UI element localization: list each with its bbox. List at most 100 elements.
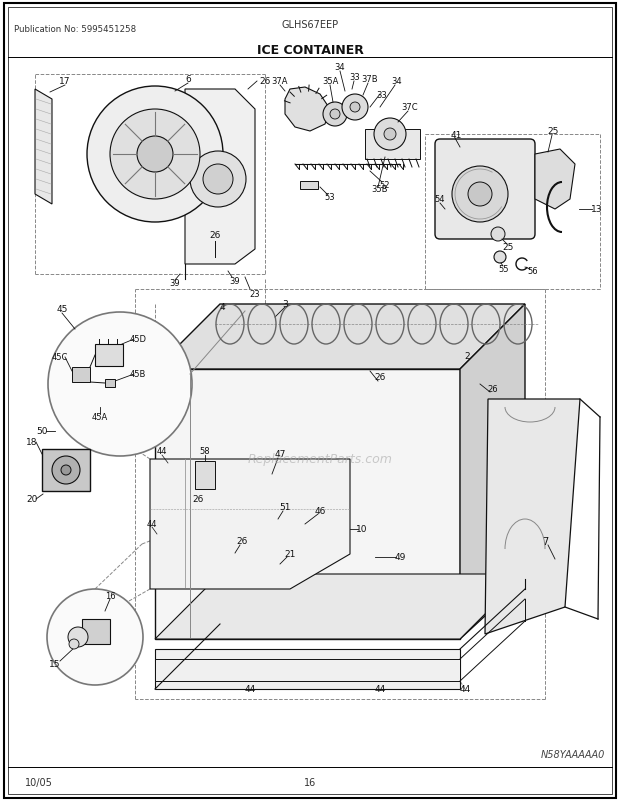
Circle shape bbox=[48, 313, 192, 456]
Text: 46: 46 bbox=[314, 507, 326, 516]
Bar bbox=[82, 619, 110, 644]
Polygon shape bbox=[155, 370, 460, 639]
Circle shape bbox=[52, 456, 80, 484]
Text: 55: 55 bbox=[498, 265, 509, 274]
Text: 20: 20 bbox=[26, 495, 38, 504]
Polygon shape bbox=[155, 574, 525, 639]
Text: 49: 49 bbox=[394, 553, 405, 561]
Circle shape bbox=[374, 119, 406, 151]
Text: 35A: 35A bbox=[322, 78, 338, 87]
Circle shape bbox=[110, 110, 200, 200]
Text: 26: 26 bbox=[259, 78, 271, 87]
Text: 16: 16 bbox=[105, 592, 115, 601]
Text: 10: 10 bbox=[356, 525, 368, 534]
FancyBboxPatch shape bbox=[435, 140, 535, 240]
Text: 17: 17 bbox=[60, 78, 71, 87]
Bar bbox=[195, 461, 215, 489]
Polygon shape bbox=[185, 90, 255, 265]
Polygon shape bbox=[155, 649, 460, 689]
Polygon shape bbox=[285, 88, 330, 132]
Circle shape bbox=[350, 103, 360, 113]
Circle shape bbox=[87, 87, 223, 223]
Text: Publication No: 5995451258: Publication No: 5995451258 bbox=[14, 26, 136, 34]
Text: 45A: 45A bbox=[92, 413, 108, 422]
Polygon shape bbox=[460, 305, 525, 639]
Circle shape bbox=[468, 183, 492, 207]
Text: 45: 45 bbox=[56, 305, 68, 314]
Text: 44: 44 bbox=[147, 520, 157, 529]
Polygon shape bbox=[155, 305, 525, 370]
Circle shape bbox=[68, 627, 88, 647]
Text: 58: 58 bbox=[200, 447, 210, 456]
Text: 25: 25 bbox=[547, 128, 559, 136]
Circle shape bbox=[61, 465, 71, 476]
Text: 2: 2 bbox=[464, 352, 470, 361]
Text: 45B: 45B bbox=[130, 370, 146, 379]
Text: ICE CONTAINER: ICE CONTAINER bbox=[257, 43, 363, 56]
Text: 26: 26 bbox=[192, 495, 204, 504]
Circle shape bbox=[323, 103, 347, 127]
Text: 45D: 45D bbox=[130, 335, 146, 344]
Text: 25: 25 bbox=[502, 243, 514, 252]
Circle shape bbox=[137, 137, 173, 172]
Bar bbox=[300, 182, 318, 190]
Circle shape bbox=[494, 252, 506, 264]
Circle shape bbox=[384, 129, 396, 141]
Text: 4: 4 bbox=[219, 303, 225, 312]
Circle shape bbox=[491, 228, 505, 241]
Text: 50: 50 bbox=[36, 427, 48, 436]
Text: 54: 54 bbox=[435, 195, 445, 205]
Text: 34: 34 bbox=[335, 63, 345, 72]
Text: GLHS67EEP: GLHS67EEP bbox=[281, 20, 339, 30]
Text: 52: 52 bbox=[379, 180, 390, 189]
Text: ReplacementParts.com: ReplacementParts.com bbox=[247, 453, 392, 466]
Bar bbox=[105, 379, 115, 387]
Text: 37B: 37B bbox=[361, 75, 378, 84]
Polygon shape bbox=[365, 130, 420, 160]
Text: 44: 44 bbox=[244, 685, 255, 694]
Text: 39: 39 bbox=[170, 279, 180, 288]
Text: 3: 3 bbox=[282, 300, 288, 309]
Text: 51: 51 bbox=[279, 503, 291, 512]
Bar bbox=[95, 345, 123, 367]
Text: 37A: 37A bbox=[272, 78, 288, 87]
Text: 35B: 35B bbox=[372, 185, 388, 194]
Circle shape bbox=[342, 95, 368, 121]
Text: 47: 47 bbox=[274, 450, 286, 459]
Text: 37C: 37C bbox=[402, 103, 418, 112]
Text: 41: 41 bbox=[450, 131, 462, 140]
Text: 56: 56 bbox=[528, 267, 538, 276]
Circle shape bbox=[452, 167, 508, 223]
Bar bbox=[42, 449, 90, 492]
Text: 44: 44 bbox=[374, 685, 386, 694]
Text: 34: 34 bbox=[392, 78, 402, 87]
Text: 26: 26 bbox=[374, 373, 386, 382]
Text: 44: 44 bbox=[157, 447, 167, 456]
Bar bbox=[72, 367, 90, 383]
Text: 33: 33 bbox=[350, 74, 360, 83]
Circle shape bbox=[47, 589, 143, 685]
Circle shape bbox=[69, 639, 79, 649]
Text: 39: 39 bbox=[229, 277, 241, 286]
Circle shape bbox=[190, 152, 246, 208]
Text: 53: 53 bbox=[325, 193, 335, 202]
Text: 6: 6 bbox=[185, 75, 191, 84]
Text: 26: 26 bbox=[236, 537, 247, 546]
Text: N58YAAAAA0: N58YAAAAA0 bbox=[541, 749, 605, 759]
Polygon shape bbox=[535, 150, 575, 210]
Text: 13: 13 bbox=[591, 205, 603, 214]
Circle shape bbox=[203, 164, 233, 195]
Text: 33: 33 bbox=[376, 91, 388, 99]
Text: 7: 7 bbox=[542, 537, 548, 546]
Text: 10/05: 10/05 bbox=[25, 777, 53, 787]
Text: 26: 26 bbox=[210, 230, 221, 239]
Polygon shape bbox=[485, 399, 580, 634]
Text: 21: 21 bbox=[285, 550, 296, 559]
Circle shape bbox=[330, 110, 340, 119]
Text: 16: 16 bbox=[304, 777, 316, 787]
Bar bbox=[155, 659, 460, 681]
Text: 18: 18 bbox=[26, 438, 38, 447]
Text: 15: 15 bbox=[49, 660, 61, 669]
Polygon shape bbox=[150, 460, 350, 589]
Text: 26: 26 bbox=[488, 385, 498, 394]
